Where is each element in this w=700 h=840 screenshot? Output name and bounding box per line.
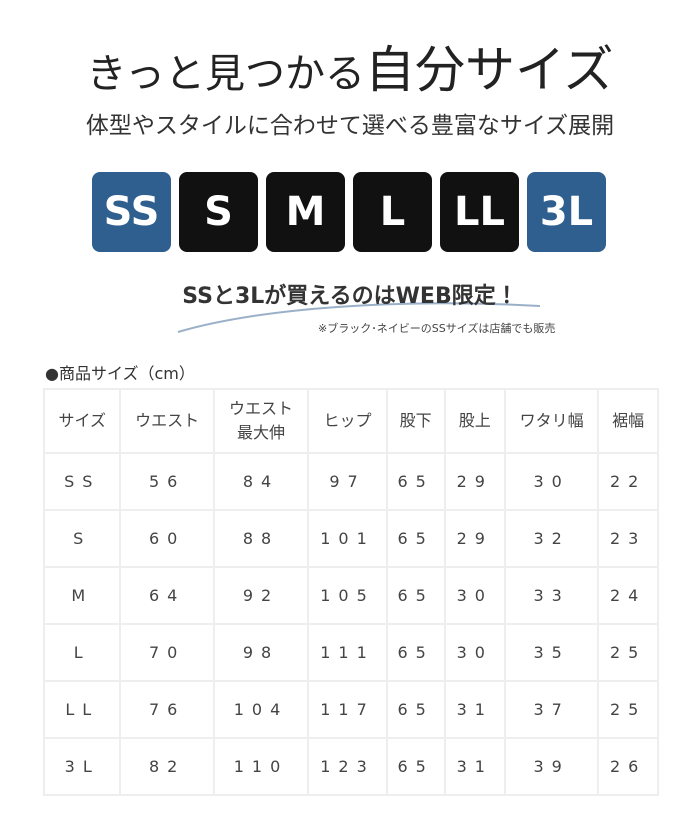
subtitle: 体型やスタイルに合わせて選べる豊富なサイズ展開 [85,113,615,139]
table-cell: 37 [504,680,600,739]
header-cell: ウエスト 最大伸 [212,388,310,454]
header-cell: 裾幅 [597,388,659,454]
header-cell: 股下 [385,388,446,454]
table-row: SS 56 84 97 65 29 30 22 [42,452,659,511]
table-cell: SS [42,452,122,511]
table-cell: 117 [307,680,388,739]
table-cell: 30 [443,566,507,625]
size-badge: SS [92,172,171,252]
table-cell: 123 [307,737,388,796]
note: ※ブラック･ネイビーのSSサイズは店舗でも販売 [318,322,556,335]
notice: SSと3Lが買えるのはWEB限定！ [182,284,518,309]
table-cell: 65 [385,623,446,682]
header-cell: ウエスト [119,388,215,454]
swoosh [177,302,541,333]
table-cell: 24 [597,566,659,625]
header-cell: 股上 [443,388,507,454]
table-cell: 92 [212,566,310,625]
header-cell: ヒップ [307,388,388,454]
table-cell: 65 [385,566,446,625]
table-cell: S [42,509,122,568]
table-cell: 84 [212,452,310,511]
table-cell: 101 [307,509,388,568]
table-cell: 65 [385,680,446,739]
table-cell: 33 [504,566,600,625]
table-cell: 56 [119,452,215,511]
table-cell: L [42,623,122,682]
table-caption: ●商品サイズ（cm） [45,364,195,383]
table-cell: 97 [307,452,388,511]
table-cell: 64 [119,566,215,625]
table-cell: 22 [597,452,659,511]
table-cell: 76 [119,680,215,739]
table-cell: 29 [443,509,507,568]
size-table: サイズ ウエスト ウエスト 最大伸 ヒップ 股下 股上 ワタリ幅 裾幅 SS 56 84 97 65 29… [42,388,659,796]
table-cell: 29 [443,452,507,511]
table-cell: 98 [212,623,310,682]
table-cell: 32 [504,509,600,568]
table-cell: 110 [212,737,310,796]
table-cell: 3L [42,737,122,796]
table-cell: 39 [504,737,600,796]
table-cell: 35 [504,623,600,682]
table-cell: 65 [385,737,446,796]
table-cell: 88 [212,509,310,568]
table-row: 3L 82 110 123 65 31 39 26 [42,737,659,796]
table-row: S 60 88 101 65 29 32 23 [42,509,659,568]
table-cell: LL [42,680,122,739]
size-badge: LL [440,172,519,252]
table-cell: 26 [597,737,659,796]
title-emphasis: 自分サイズ [364,41,614,99]
header-cell: ワタリ幅 [504,388,600,454]
header-row: サイズ ウエスト ウエスト 最大伸 ヒップ 股下 股上 ワタリ幅 裾幅 [42,388,659,454]
table-cell: 111 [307,623,388,682]
header-cell: サイズ [42,388,122,454]
table-cell: 70 [119,623,215,682]
size-badge: M [266,172,345,252]
table-cell: 30 [504,452,600,511]
table-cell: 82 [119,737,215,796]
table-cell: 30 [443,623,507,682]
table-cell: 60 [119,509,215,568]
table-cell: M [42,566,122,625]
table-cell: 25 [597,623,659,682]
title-lead: きっと見つかる [86,51,365,97]
table-cell: 104 [212,680,310,739]
size-badge: L [353,172,432,252]
size-badges: SS S M L LL 3L [92,172,606,252]
table-row: L 70 98 111 65 30 35 25 [42,623,659,682]
table-row: M 64 92 105 65 30 33 24 [42,566,659,625]
table-row: LL 76 104 117 65 31 37 25 [42,680,659,739]
size-badge: S [179,172,258,252]
table-cell: 65 [385,509,446,568]
table-cell: 31 [443,737,507,796]
table-cell: 23 [597,509,659,568]
title: きっと見つかる自分サイズ [0,30,700,102]
size-badge: 3L [527,172,606,252]
table-cell: 31 [443,680,507,739]
table-cell: 65 [385,452,446,511]
table-cell: 105 [307,566,388,625]
table-cell: 25 [597,680,659,739]
